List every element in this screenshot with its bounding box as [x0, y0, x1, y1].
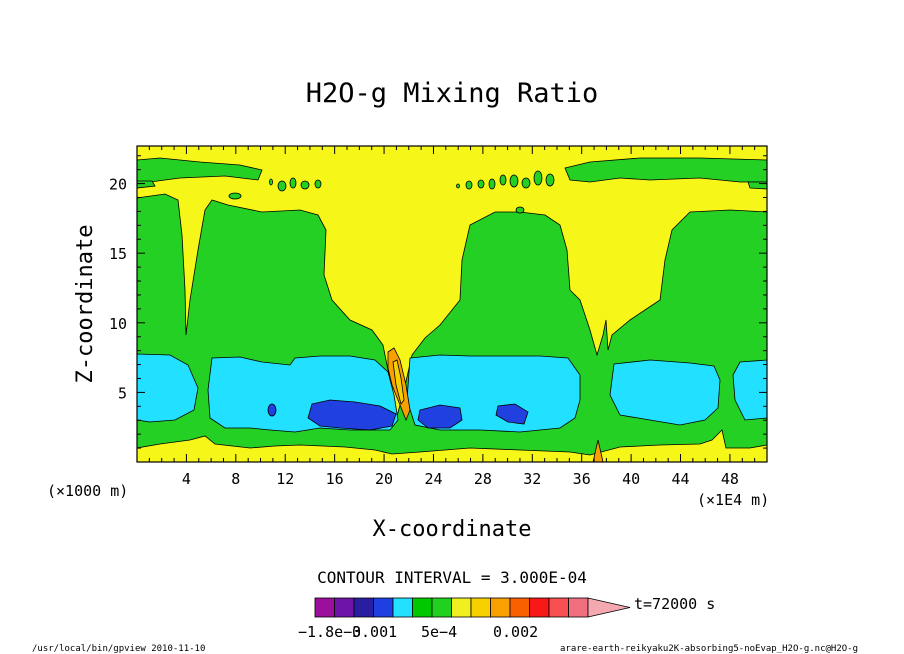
blue-core-right	[417, 404, 463, 429]
colorbar-swatch	[431, 597, 452, 618]
footer-right: arare-earth-reikyaku2K-absorbing5-noEvap…	[560, 644, 858, 654]
colorbar-swatch	[353, 597, 374, 618]
time-label: t=72000 s	[634, 595, 715, 613]
colorbar-swatch	[373, 597, 394, 618]
x-tick-label: 8	[231, 470, 240, 488]
green-top-band-right	[564, 157, 768, 183]
x-tick-label: 24	[424, 470, 442, 488]
colorbar-swatch	[509, 597, 530, 618]
colorbar-swatch	[490, 597, 511, 618]
colorbar-label-2: 0.001	[352, 623, 397, 641]
footer-left: /usr/local/bin/gpview 2010-11-10	[32, 644, 205, 654]
y-tick-label: 5	[118, 384, 127, 402]
x-tick-label: 20	[375, 470, 393, 488]
x-axis-label: X-coordinate	[373, 517, 532, 542]
colorbar-swatch	[314, 597, 335, 618]
colorbar-swatch	[568, 597, 589, 618]
colorbar-swatch	[470, 597, 491, 618]
plot-frame	[136, 145, 768, 463]
blue-core-mid	[307, 399, 397, 431]
x-tick-label: 40	[622, 470, 640, 488]
x-tick-label: 48	[721, 470, 739, 488]
colorbar-swatch	[392, 597, 413, 618]
y-axis-label: Z-coordinate	[73, 225, 98, 384]
x-tick-label: 28	[474, 470, 492, 488]
y-tick-label: 10	[109, 315, 127, 333]
y-scale-note: (×1000 m)	[47, 482, 128, 500]
blue-core-right-2	[495, 403, 529, 425]
plot-area	[136, 145, 768, 463]
x-tick-label: 12	[276, 470, 294, 488]
blue-core-small	[267, 403, 277, 417]
x-scale-note: (×1E4 m)	[697, 491, 769, 509]
y-tick-label: 20	[109, 176, 127, 194]
colorbar-swatch	[412, 597, 433, 618]
colorbar-labels: −1.8e−3 0.001 5e−4 0.002	[298, 623, 538, 641]
colorbar-swatch	[451, 597, 472, 618]
y-axis: 5 10 15 20	[109, 155, 767, 449]
colorbar-label-1: −1.8e−3	[298, 623, 361, 641]
x-tick-label: 32	[523, 470, 541, 488]
colorbar-swatch	[548, 597, 569, 618]
colorbar-label-3: 5e−4	[421, 623, 457, 641]
colorbar-arrow	[587, 597, 631, 618]
x-tick-label: 4	[182, 470, 191, 488]
y-tick-label: 15	[109, 245, 127, 263]
cyan-layer-far-right	[609, 359, 721, 426]
colorbar-swatch	[529, 597, 550, 618]
gold-plume	[392, 359, 405, 405]
contour-interval: CONTOUR INTERVAL = 3.000E-04	[317, 568, 587, 587]
chart-title: H2O-g Mixing Ratio	[306, 78, 599, 109]
colorbar-label-4: 0.002	[493, 623, 538, 641]
green-right-band-20	[747, 181, 768, 190]
colorbar	[314, 597, 631, 618]
colorbar-swatch	[334, 597, 355, 618]
green-blobs	[228, 170, 555, 214]
x-axis: 4 8 12 16 20 24 28 32 36 40 44 48	[148, 146, 756, 488]
yellow-bottom-strip	[136, 429, 768, 463]
cyan-layer-left	[136, 353, 199, 423]
x-tick-label: 36	[573, 470, 591, 488]
x-tick-label: 16	[326, 470, 344, 488]
x-tick-label: 44	[671, 470, 689, 488]
